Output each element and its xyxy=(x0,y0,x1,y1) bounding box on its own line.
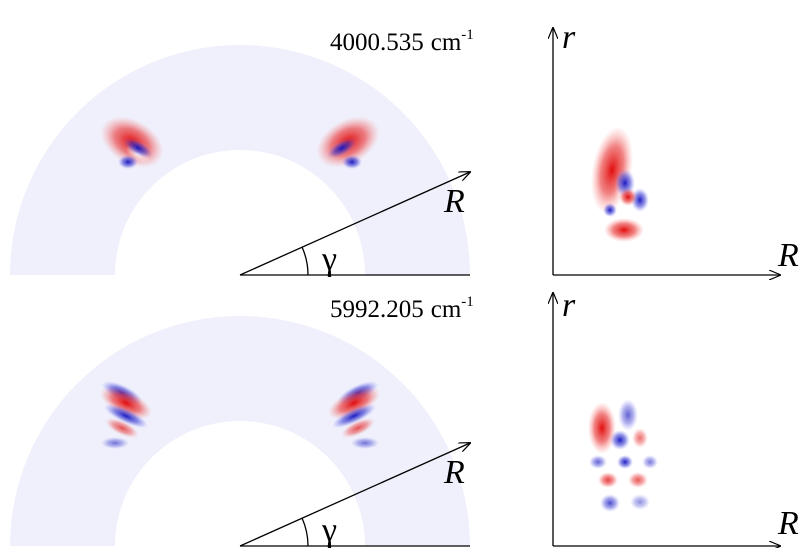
y-axis-label: r xyxy=(562,19,576,56)
polar-density xyxy=(100,381,380,449)
energy: 5992.205 xyxy=(330,296,424,323)
y-axis-label: r xyxy=(562,287,576,324)
energy-label: 5992.205 cm-1 xyxy=(330,294,474,323)
x-axis-label: R xyxy=(777,505,799,542)
angle-arc xyxy=(301,246,309,276)
radial-arrow xyxy=(239,172,470,276)
angle-label: γ xyxy=(321,241,337,278)
angle-label: γ xyxy=(321,512,337,548)
x-axis-label: R xyxy=(777,237,799,274)
cartesian-density xyxy=(590,126,649,242)
panel: R γ 4000.535 cm-1 r R xyxy=(10,19,799,278)
radial-arrow xyxy=(239,443,470,547)
unit: cm xyxy=(431,296,462,323)
energy-label: 4000.535 cm-1 xyxy=(330,27,474,56)
radial-label: R xyxy=(443,454,465,491)
angle-arc xyxy=(301,517,309,547)
polar-domain xyxy=(10,45,470,275)
unit-exponent: -1 xyxy=(461,27,474,43)
energy: 4000.535 xyxy=(330,29,424,56)
unit-exponent: -1 xyxy=(461,294,474,310)
radial-label: R xyxy=(443,183,465,220)
panel: R γ 5992.205 cm-1 r R xyxy=(10,287,799,548)
cartesian-density xyxy=(588,399,658,512)
polar-domain xyxy=(10,316,470,546)
polar-density xyxy=(100,116,380,169)
unit: cm xyxy=(431,29,462,56)
